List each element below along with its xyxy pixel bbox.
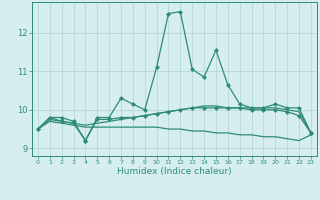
X-axis label: Humidex (Indice chaleur): Humidex (Indice chaleur) bbox=[117, 167, 232, 176]
